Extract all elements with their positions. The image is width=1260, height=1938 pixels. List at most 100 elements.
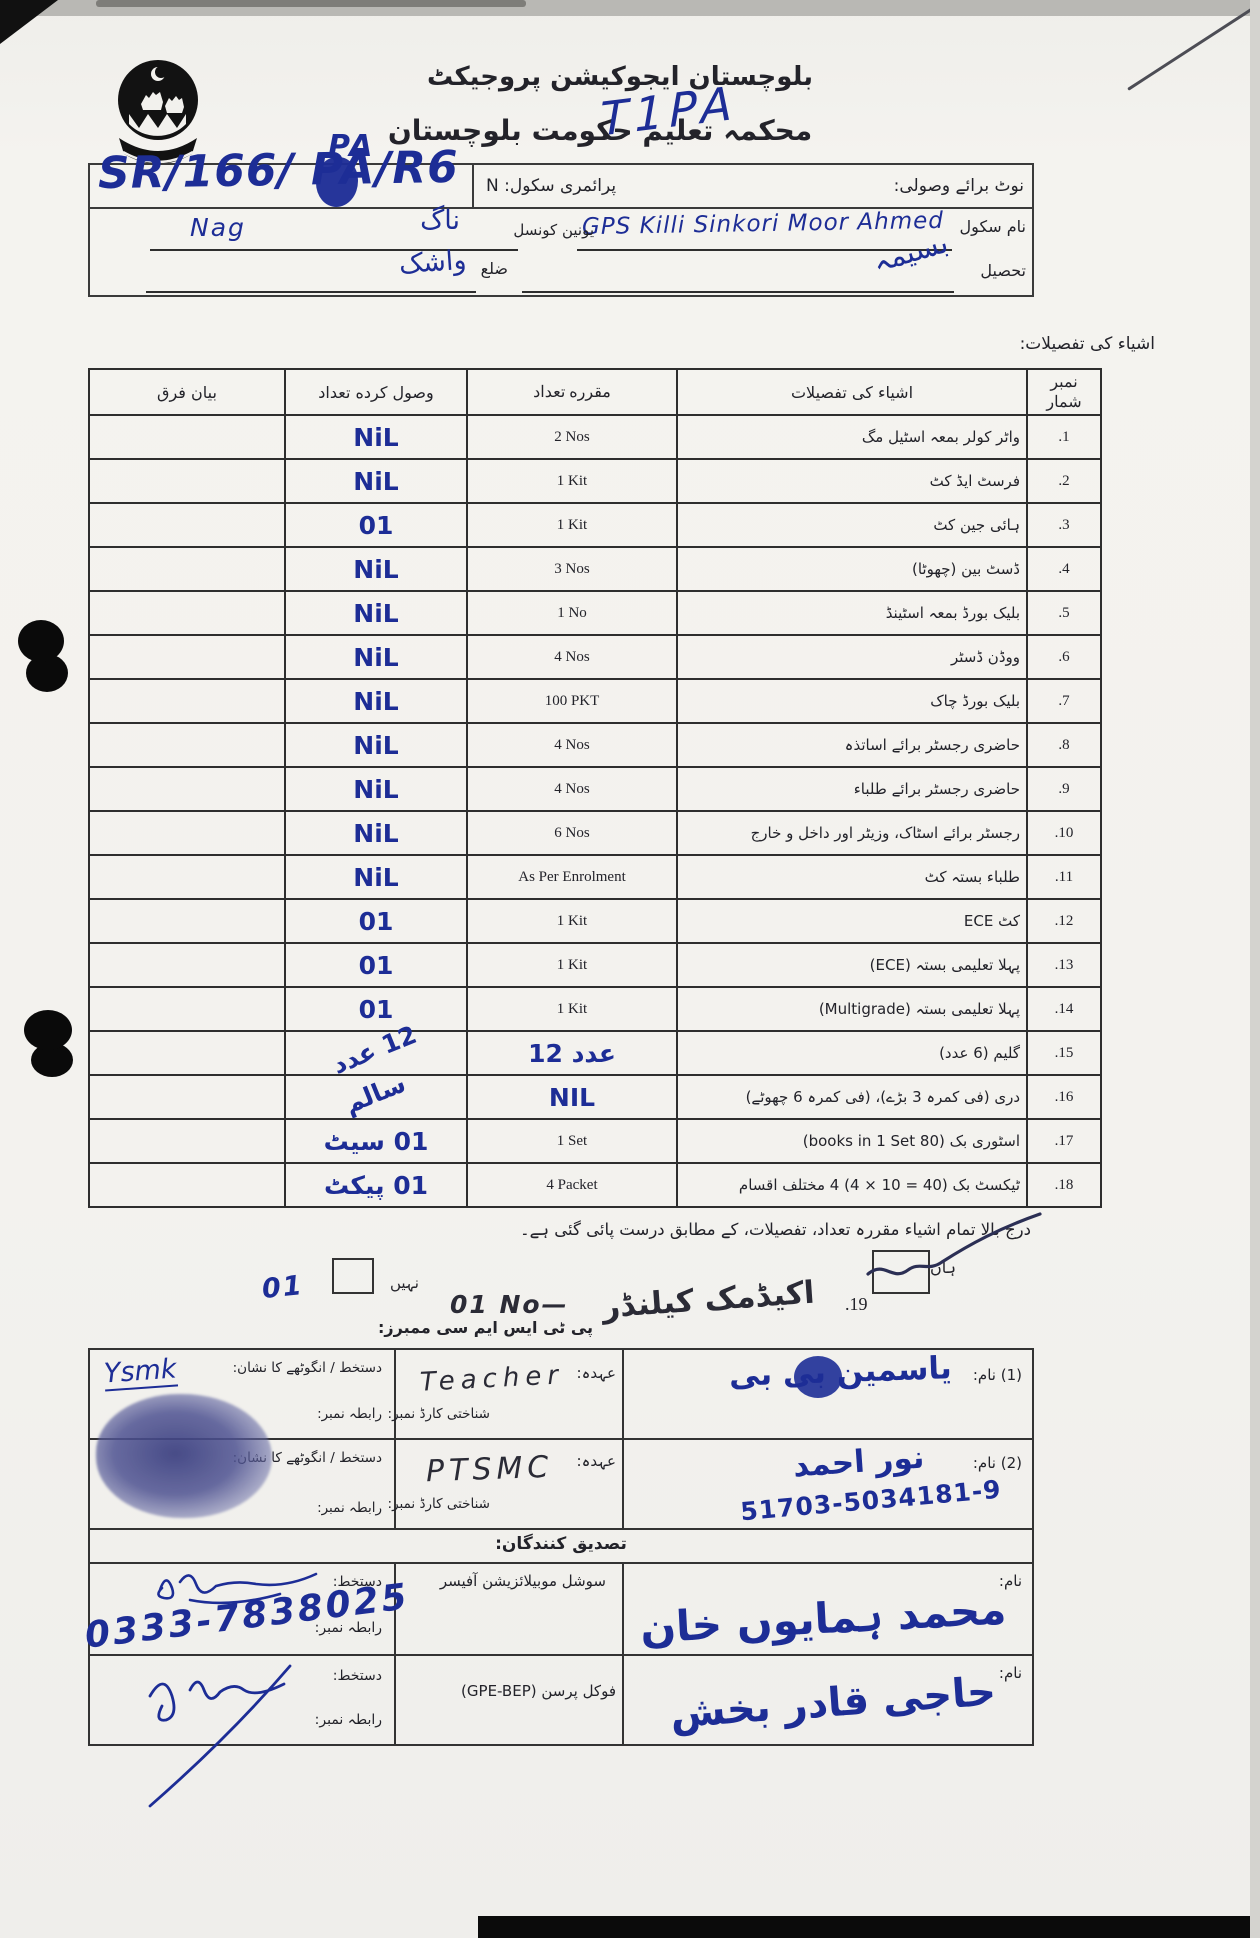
member2-index: (2) نام: (972, 1454, 1022, 1472)
no-checkbox (332, 1258, 374, 1294)
item-received-qty-handwritten: 01 سیٹ (284, 1118, 468, 1164)
item-serial: .2 (1026, 458, 1102, 504)
item-row: .3 ہائی جین کٹ 1 Kit 01 (88, 502, 1102, 548)
item-details: ECE کٹ (676, 898, 1028, 944)
ink-blot (316, 157, 358, 207)
item-details: دری (فی کمرہ 3 بڑے)، (فی کمرہ 6 چھوٹے) (676, 1074, 1028, 1120)
item-serial: .8 (1026, 722, 1102, 768)
attestor2-contact-label: رابطہ نمبر: (314, 1712, 382, 1728)
item-serial: .3 (1026, 502, 1102, 548)
item-received-qty-handwritten: NiL (284, 458, 468, 504)
grid-line (90, 1654, 1032, 1656)
item-serial: .1 (1026, 414, 1102, 460)
member2-role-label: عہدہ: (576, 1452, 616, 1470)
item-difference (88, 986, 286, 1032)
attestor1-name-label: نام: (998, 1572, 1022, 1590)
handwritten-pa-annotation: PA (328, 129, 375, 164)
yes-label: ہاں (930, 1258, 956, 1277)
attestation-heading: تصدیق کنندگان: (495, 1534, 627, 1554)
item-received-qty-handwritten: NiL (284, 546, 468, 592)
member2-id-label: شناختی کارڈ نمبر: (387, 1496, 490, 1512)
union-council-value-english: Nag (190, 213, 246, 242)
item-details: اسٹوری بک (80 books in 1 Set) (676, 1118, 1028, 1164)
items-header-row: نمبر شمار اشیاء کی تفصیلات مقرره تعداد و… (88, 368, 1102, 416)
item-received-qty-handwritten: 01 پیکٹ (284, 1162, 468, 1208)
item-row: .12 ECE کٹ 1 Kit 01 (88, 898, 1102, 944)
binder-mark-lower (24, 1010, 72, 1050)
signatures-box: (1) نام: یاسمین بی بی شناختی کارڈ نمبر: … (88, 1348, 1034, 1808)
item-difference (88, 1118, 286, 1164)
member1-contact-label: رابطہ نمبر: (317, 1406, 382, 1422)
item-fixed-qty: 4 Nos (466, 766, 678, 812)
item-details: پہلا تعلیمی بستہ (ECE) (676, 942, 1028, 988)
item-received-qty-handwritten: NiL (284, 766, 468, 812)
item-serial: .4 (1026, 546, 1102, 592)
member2-id-handwritten: 51703-5034181-9 (739, 1474, 1003, 1527)
grid-line (622, 1350, 624, 1528)
item-fixed-qty: 6 Nos (466, 810, 678, 856)
handwritten-01-annotation: 01 (260, 1269, 306, 1306)
scan-top-smudge (96, 0, 526, 7)
union-council-label: یونین کونسل (513, 221, 594, 239)
item-row: .14 پہلا تعلیمی بستہ (Multigrade) 1 Kit … (88, 986, 1102, 1032)
item-fixed-qty: NIL (466, 1074, 678, 1120)
item-serial: .17 (1026, 1118, 1102, 1164)
attestor1-contact-label: رابطہ نمبر: (314, 1620, 382, 1636)
item-serial: .5 (1026, 590, 1102, 636)
no-label: نہیں (390, 1274, 419, 1292)
item-serial: .12 (1026, 898, 1102, 944)
info-row-divider (90, 207, 1032, 209)
item-difference (88, 634, 286, 680)
item-fixed-qty: As Per Enrolment (466, 854, 678, 900)
item-received-qty-handwritten: سالم (284, 1068, 468, 1120)
item-serial: .9 (1026, 766, 1102, 812)
item-serial: .16 (1026, 1074, 1102, 1120)
attestor1-signature-label: دستخط: (332, 1574, 382, 1590)
item-row: .17 اسٹوری بک (80 books in 1 Set) 1 Set … (88, 1118, 1102, 1164)
line-19-handwritten-item: اکیڈمک کیلنڈر (601, 1274, 816, 1326)
verification-statement: درج بالا تمام اشیاء مقررہ تعداد، تفصیلات… (520, 1220, 1031, 1239)
member1-signature-label: دستخط / انگوٹھے کا نشان: (232, 1360, 382, 1376)
item-details: ووڈن ڈسٹر (676, 634, 1028, 680)
project-title: بلوچستان ایجوکیشن پروجیکٹ (427, 62, 813, 92)
member1-signature: Ysmk (102, 1353, 178, 1392)
ink-smudge (794, 1356, 842, 1398)
item-row: .18 ٹیکسٹ بک (40 = 10 × 4) 4 مختلف اقسام… (88, 1162, 1102, 1208)
grid-line (90, 1528, 1032, 1530)
item-received-qty-handwritten: 01 (284, 502, 468, 548)
item-fixed-qty: 4 Nos (466, 722, 678, 768)
item-fixed-qty: 4 Nos (466, 634, 678, 680)
column-received-qty: وصول کرده تعداد (284, 368, 468, 416)
attestor1-role: سوشل موبیلائزیشن آفیسر (439, 1572, 606, 1590)
item-difference (88, 1162, 286, 1208)
item-row: .6 ووڈن ڈسٹر 4 Nos NiL (88, 634, 1102, 680)
item-row: .11 طلباء بستہ کٹ As Per Enrolment NiL (88, 854, 1102, 900)
attestor1-name-handwritten: محمد ہمایوں خان (638, 1584, 1008, 1653)
school-name-value: GPS Killi Sinkori Moor Ahmed (581, 207, 945, 241)
item-fixed-qty: 1 Kit (466, 458, 678, 504)
union-council-value-urdu: ناگ (420, 205, 460, 236)
item-received-qty-handwritten: 01 (284, 986, 468, 1032)
item-serial: .11 (1026, 854, 1102, 900)
line-19-serial: .19 (845, 1294, 868, 1314)
district-value: واشک (397, 244, 467, 281)
school-name-label: نام سکول (959, 217, 1026, 236)
item-received-qty-handwritten: 01 (284, 942, 468, 988)
item-received-qty-handwritten: NiL (284, 634, 468, 680)
item-row: .2 فرسٹ ایڈ کٹ 1 Kit NiL (88, 458, 1102, 504)
item-serial: .13 (1026, 942, 1102, 988)
items-section-heading: اشیاء کی تفصیلات: (1019, 334, 1155, 354)
column-difference: بیان فرق (88, 368, 286, 416)
member1-role-handwritten: Teacher (419, 1360, 565, 1398)
column-details: اشیاء کی تفصیلات (676, 368, 1028, 416)
item-difference (88, 502, 286, 548)
member1-name-handwritten: یاسمین بی بی (728, 1350, 953, 1394)
district-underline (146, 291, 476, 293)
item-difference (88, 546, 286, 592)
item-received-qty-handwritten: NiL (284, 722, 468, 768)
item-details: پہلا تعلیمی بستہ (Multigrade) (676, 986, 1028, 1032)
handwritten-serial-number: SR/166/ PA/R6 (97, 141, 460, 200)
binder-mark-upper (18, 620, 64, 662)
member1-index: (1) نام: (972, 1366, 1022, 1384)
